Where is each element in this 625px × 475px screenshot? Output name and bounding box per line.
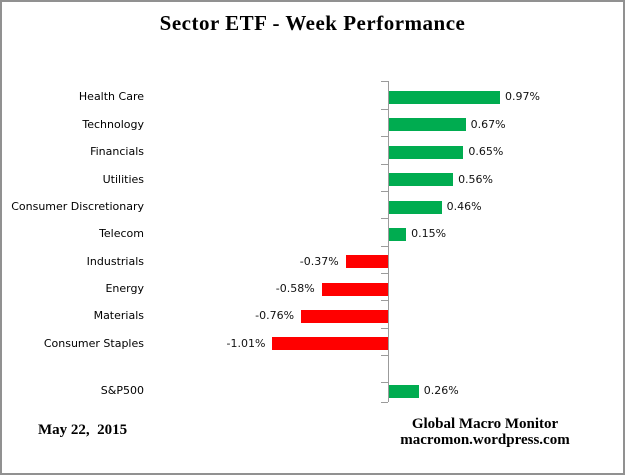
negative-bar [345,255,388,268]
negative-bar [301,309,388,323]
axis-tick [381,402,388,403]
axis-tick [381,272,388,274]
axis-tick [381,136,388,137]
value-label: -0.58% [275,282,315,295]
positive-bar [389,200,442,214]
axis-tick [381,245,388,247]
axis-tick [381,218,388,219]
attribution: Global Macro Monitor macromon.wordpress.… [368,416,602,448]
category-label: Materials [93,309,144,322]
positive-bar [389,145,464,159]
positive-bar [389,384,419,398]
positive-bar [389,227,407,241]
value-label: 0.97% [504,90,540,103]
category-label: Consumer Staples [43,336,144,350]
axis-tick [381,327,388,329]
positive-bar [389,90,500,104]
axis-tick [381,190,388,192]
category-label: S&P500 [100,384,144,397]
value-label: 0.56% [458,172,494,186]
attribution-name: Global Macro Monitor [411,416,559,432]
value-label: 0.46% [446,200,482,213]
positive-bar [389,173,454,186]
value-axis-line [388,81,389,402]
category-label: Health Care [78,90,144,103]
value-label: 0.15% [411,227,447,240]
negative-bar [321,282,388,296]
axis-tick [381,354,388,356]
category-label: Technology [82,117,144,131]
category-label: Financials [90,145,144,158]
category-label: Telecom [99,227,144,240]
value-label: -0.37% [299,254,339,268]
category-label: Utilities [102,172,144,186]
attribution-url: macromon.wordpress.com [400,432,570,448]
negative-bar [272,337,388,350]
value-label: 0.65% [468,145,504,158]
axis-tick [381,108,388,110]
axis-tick [381,382,388,383]
value-label: -1.01% [226,336,266,350]
axis-tick [381,81,388,82]
axis-tick [381,300,388,301]
category-label: Industrials [86,254,144,268]
category-label: Energy [105,282,144,295]
category-label: Consumer Discretionary [11,200,144,213]
axis-tick [381,163,388,165]
value-label: 0.67% [470,117,506,131]
value-label: 0.26% [423,384,459,397]
date-label: May 22, 2015 [38,422,128,438]
value-label: -0.76% [255,309,295,322]
chart-title: Sector ETF - Week Performance [159,11,466,35]
positive-bar [389,118,466,131]
